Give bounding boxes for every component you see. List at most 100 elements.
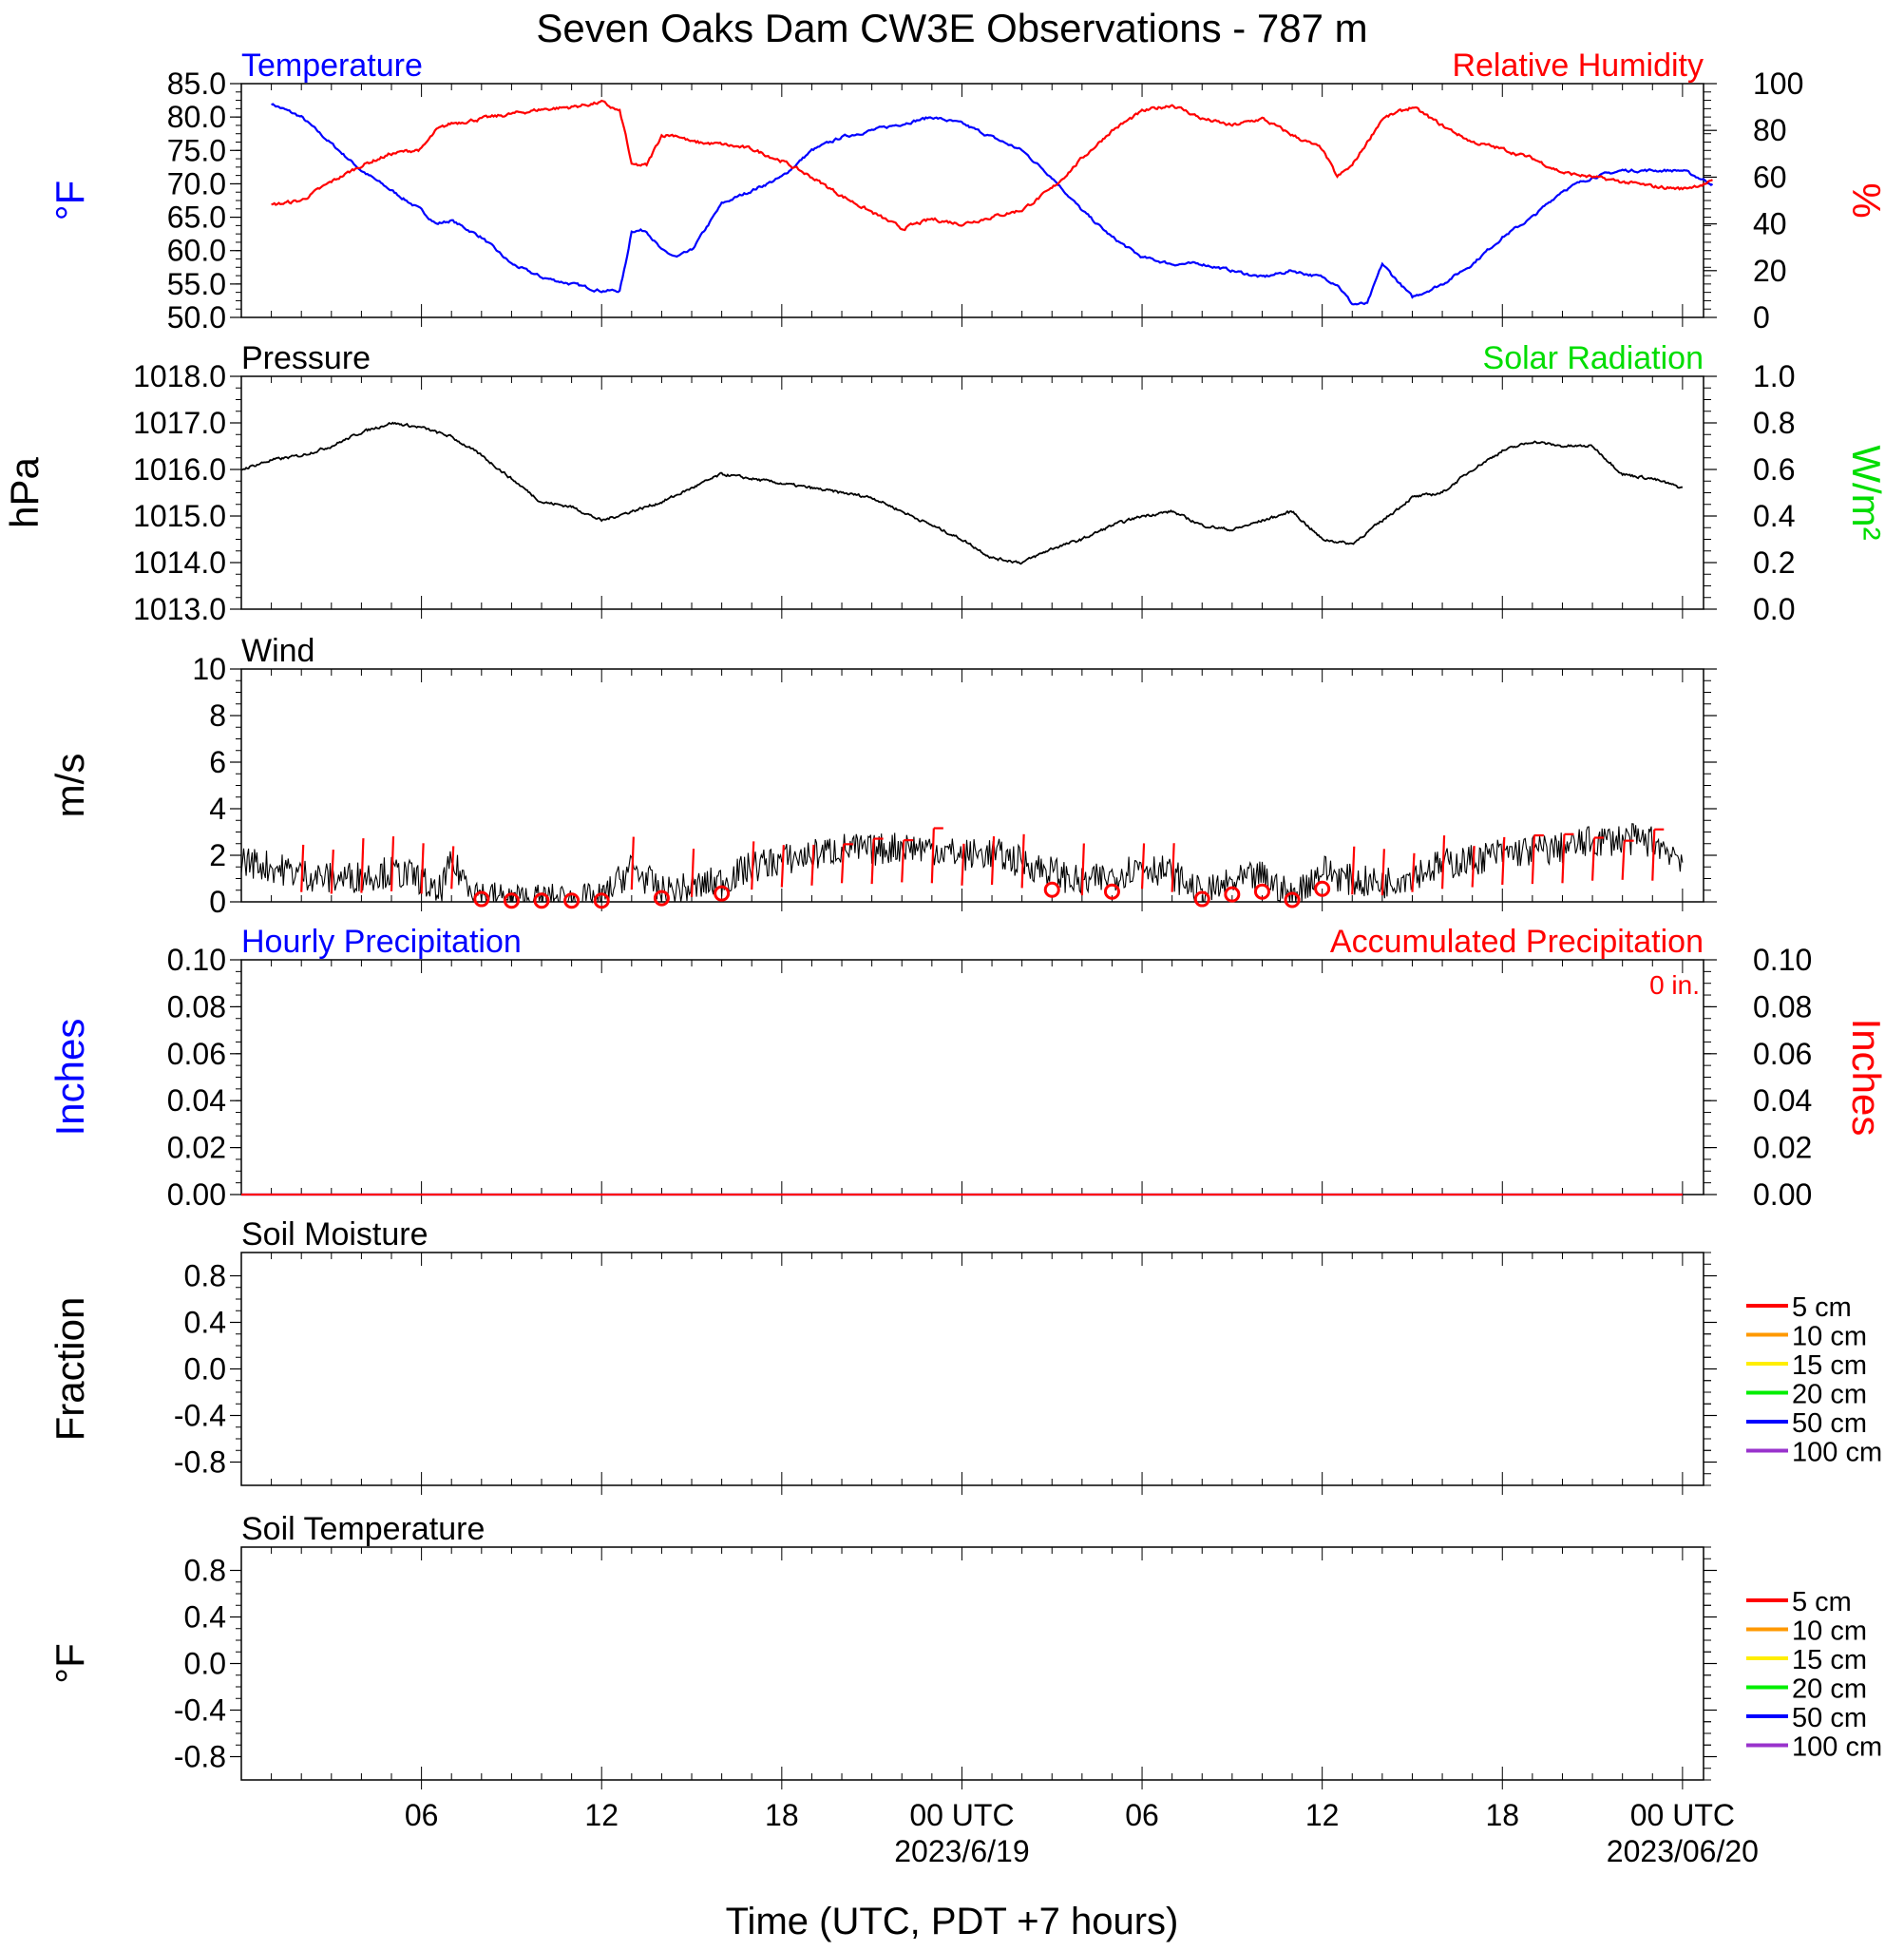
y-tick-label-right: 0.02 <box>1753 1131 1812 1165</box>
y-tick-label-left: 0.02 <box>167 1131 226 1165</box>
y-tick-label-left: 1015.0 <box>133 499 226 533</box>
y-tick-label-left: 6 <box>209 745 226 779</box>
y-tick-label-left: 65.0 <box>167 201 226 235</box>
y-axis-label-right: % <box>1844 182 1889 218</box>
calm-wind-marker <box>1103 883 1120 900</box>
y-tick-label-left: 55.0 <box>167 267 226 301</box>
wind-barb <box>1171 843 1175 892</box>
y-axis-label-left: m/s <box>48 754 92 818</box>
y-tick-label-right: 0.6 <box>1753 452 1795 487</box>
panel-title-left: Soil Moisture <box>241 1216 428 1253</box>
y-axis-label-left: °F <box>48 1643 92 1683</box>
wind-barb <box>1501 836 1506 886</box>
y-tick-label-left: 0.00 <box>167 1177 226 1212</box>
plot-frame <box>240 1546 1704 1781</box>
calm-wind-marker <box>1224 886 1241 903</box>
y-tick-label-left: 1018.0 <box>133 359 226 393</box>
wind-barb <box>1080 843 1085 896</box>
wind-barb <box>870 838 875 885</box>
wind-barb <box>690 849 695 897</box>
wind-barb <box>990 836 996 886</box>
plot-frame <box>240 83 1704 318</box>
calm-wind-marker <box>533 892 550 909</box>
wind-barb <box>1351 846 1356 895</box>
series-temperature-line <box>271 103 1714 306</box>
accumulation-annotation: 0 in. <box>1649 970 1700 1000</box>
y-tick-label-left: 2 <box>209 838 226 872</box>
legend-entry-label: 100 cm <box>1792 1732 1882 1763</box>
y-tick-label-left: 0.4 <box>184 1306 226 1340</box>
panel-title-left: Hourly Precipitation <box>241 924 522 960</box>
calm-wind-marker <box>1284 891 1301 909</box>
y-tick-label-left: 0.0 <box>184 1647 226 1681</box>
panel-precip: 0.10 0.08 0.06 0.04 0.02 0.00 0.10 0.08 0.06 0.04… <box>48 924 1889 1212</box>
x-tick-label: 18 <box>765 1798 799 1832</box>
y-tick-label-left: 1014.0 <box>133 545 226 580</box>
wind-barb <box>1531 835 1535 885</box>
y-tick-label-right: 0.00 <box>1753 1177 1812 1212</box>
y-tick-label-left: -0.8 <box>174 1445 226 1480</box>
plot-frame <box>240 1252 1704 1486</box>
y-tick-label-left: 10 <box>192 652 226 686</box>
x-tick-label: 18 <box>1485 1798 1519 1832</box>
x-tick-label: 12 <box>584 1798 619 1832</box>
y-axis-label-left: °F <box>48 181 92 220</box>
legend-entry-label: 50 cm <box>1792 1408 1867 1439</box>
y-tick-label-left: 0.4 <box>184 1600 226 1635</box>
legend-entry-label: 5 cm <box>1792 1587 1852 1617</box>
y-tick-label-left: 0.08 <box>167 989 226 1023</box>
y-tick-label-left: 60.0 <box>167 234 226 268</box>
y-tick-label-right: 0.06 <box>1753 1037 1812 1071</box>
y-tick-label-left: 70.0 <box>167 166 226 201</box>
y-tick-label-left: 8 <box>209 698 226 733</box>
y-tick-label-right: 20 <box>1753 254 1787 288</box>
x-tick-label: 00 UTC <box>1630 1798 1735 1832</box>
wind-barb <box>330 850 334 894</box>
y-axis-label-right: Inches <box>1844 1019 1889 1137</box>
y-tick-label-left: 4 <box>209 792 226 826</box>
wind-barb <box>1020 833 1025 889</box>
y-tick-label-right: 1.0 <box>1753 359 1795 393</box>
wind-barb <box>751 841 755 890</box>
y-tick-label-right: 0.4 <box>1753 499 1795 533</box>
y-tick-label-left: -0.4 <box>174 1693 226 1728</box>
y-tick-label-right: 0.8 <box>1753 406 1795 440</box>
wind-barb <box>1411 852 1416 892</box>
y-tick-label-right: 0.04 <box>1753 1083 1812 1118</box>
calm-wind-marker <box>1314 880 1331 897</box>
series-humidity-line <box>271 99 1713 232</box>
panel-title-left: Soil Temperature <box>241 1511 485 1547</box>
legend-entry-label: 50 cm <box>1792 1703 1867 1733</box>
y-tick-label-right: 0.2 <box>1753 545 1795 580</box>
y-tick-label-left: 0 <box>209 885 226 919</box>
y-tick-label-left: 75.0 <box>167 133 226 167</box>
y-tick-label-right: 40 <box>1753 207 1787 241</box>
wind-barb <box>390 836 395 891</box>
panel-title-left: Wind <box>241 633 314 669</box>
legend-entry-label: 10 cm <box>1792 1322 1867 1352</box>
calm-wind-marker <box>1043 881 1060 898</box>
calm-wind-marker <box>473 890 490 908</box>
panel-temp-rh: 85.080.075.070.065.060.055.050.0 100 80 60 4… <box>48 48 1889 335</box>
panel-title-right: Solar Radiation <box>1483 340 1704 376</box>
wind-barb <box>1440 835 1446 889</box>
wind-barb <box>630 836 635 890</box>
y-tick-label-right: 0.10 <box>1753 943 1812 977</box>
wind-barb <box>840 844 846 884</box>
wind-barb <box>1140 843 1146 889</box>
calm-wind-marker <box>593 892 610 909</box>
wind-barb <box>1621 840 1626 880</box>
panel-title-left: Temperature <box>241 48 423 84</box>
wind-barb <box>1380 849 1385 896</box>
wind-barb <box>420 843 425 894</box>
legend-entry-label: 15 cm <box>1792 1350 1867 1381</box>
plot-frame <box>240 959 1704 1195</box>
wind-barb <box>901 840 905 883</box>
wind-barb <box>450 846 455 889</box>
y-tick-label-left: 1013.0 <box>133 592 226 626</box>
legend-entry-label: 20 cm <box>1792 1674 1867 1705</box>
panel-title-right: Relative Humidity <box>1452 48 1704 84</box>
